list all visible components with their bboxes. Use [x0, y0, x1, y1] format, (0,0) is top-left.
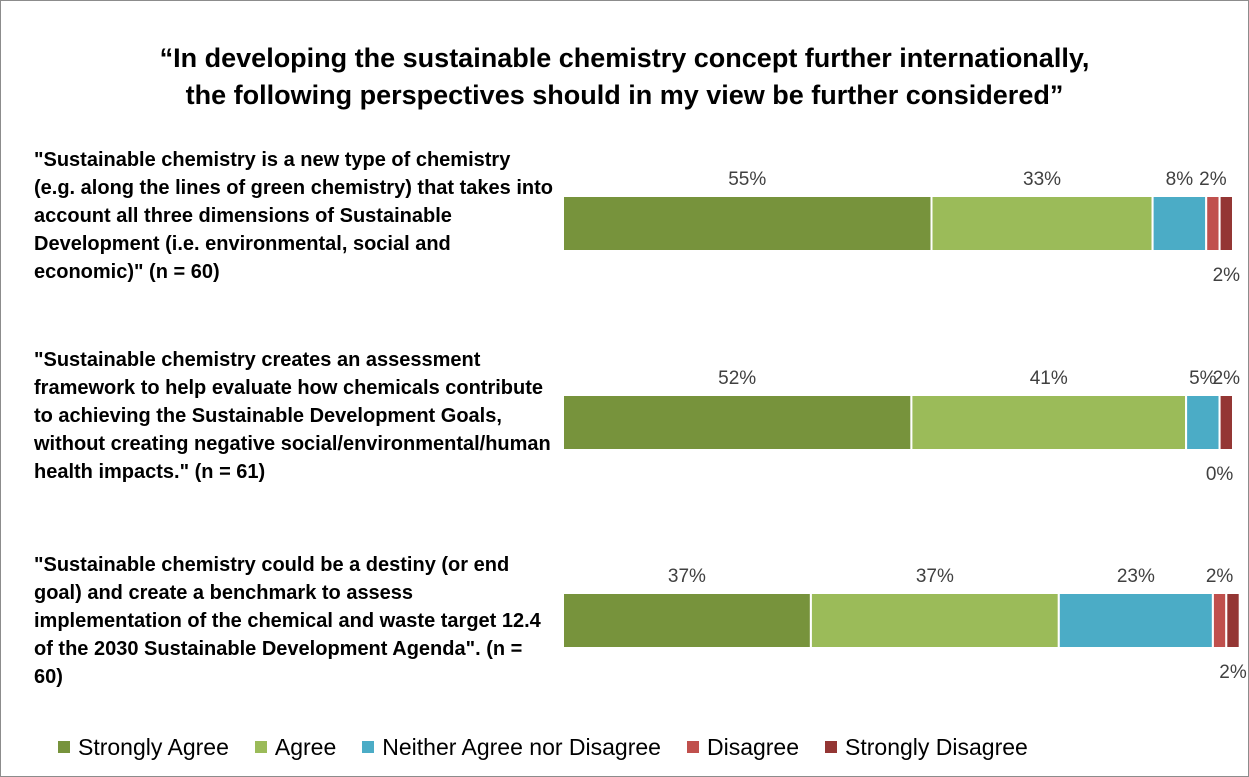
data-label-strongly-agree-1: 55% — [728, 169, 766, 190]
data-label-strongly-agree-3: 37% — [668, 566, 706, 587]
data-label-strongly-disagree-3: 2% — [1219, 662, 1247, 683]
bar-strongly-disagree-1 — [1220, 196, 1233, 251]
data-label-agree-3: 37% — [916, 566, 954, 587]
bar-strongly-agree-1 — [563, 196, 932, 251]
bar-strongly-disagree-3 — [1226, 593, 1239, 648]
data-label-disagree-2: 0% — [1206, 464, 1234, 485]
legend-item-strongly-agree: Strongly Agree — [58, 734, 229, 761]
legend-label-agree: Agree — [275, 734, 336, 761]
bar-strongly-disagree-2 — [1220, 395, 1233, 450]
bar-disagree-3 — [1213, 593, 1226, 648]
data-label-agree-2: 41% — [1030, 368, 1068, 389]
legend-item-disagree: Disagree — [687, 734, 799, 761]
data-label-strongly-disagree-2: 2% — [1213, 368, 1241, 389]
legend-item-agree: Agree — [255, 734, 336, 761]
bar-neither-agree-nor-disagree-2 — [1186, 395, 1220, 450]
legend-item-neither: Neither Agree nor Disagree — [362, 734, 661, 761]
legend-label-neither: Neither Agree nor Disagree — [382, 734, 661, 761]
data-label-strongly-disagree-1: 2% — [1213, 265, 1241, 286]
bar-agree-1 — [932, 196, 1153, 251]
legend-swatch-strongly-agree — [58, 741, 70, 753]
bar-agree-2 — [911, 395, 1186, 450]
data-label-neither-agree-nor-disagree-1: 8% — [1166, 169, 1194, 190]
data-label-agree-1: 33% — [1023, 169, 1061, 190]
bar-strongly-agree-3 — [563, 593, 811, 648]
legend: Strongly Agree Agree Neither Agree nor D… — [58, 730, 1028, 764]
legend-label-disagree: Disagree — [707, 734, 799, 761]
bar-neither-agree-nor-disagree-1 — [1153, 196, 1207, 251]
legend-swatch-agree — [255, 741, 267, 753]
data-label-strongly-agree-2: 52% — [718, 368, 756, 389]
bar-disagree-1 — [1206, 196, 1219, 251]
bar-neither-agree-nor-disagree-3 — [1059, 593, 1213, 648]
bar-strongly-agree-2 — [563, 395, 911, 450]
legend-swatch-neither — [362, 741, 374, 753]
data-label-disagree-3: 2% — [1206, 566, 1234, 587]
legend-label-strongly-disagree: Strongly Disagree — [845, 734, 1028, 761]
data-label-disagree-1: 2% — [1199, 169, 1227, 190]
legend-swatch-strongly-disagree — [825, 741, 837, 753]
data-label-neither-agree-nor-disagree-3: 23% — [1117, 566, 1155, 587]
legend-item-strongly-disagree: Strongly Disagree — [825, 734, 1028, 761]
bar-agree-3 — [811, 593, 1059, 648]
legend-label-strongly-agree: Strongly Agree — [78, 734, 229, 761]
legend-swatch-disagree — [687, 741, 699, 753]
